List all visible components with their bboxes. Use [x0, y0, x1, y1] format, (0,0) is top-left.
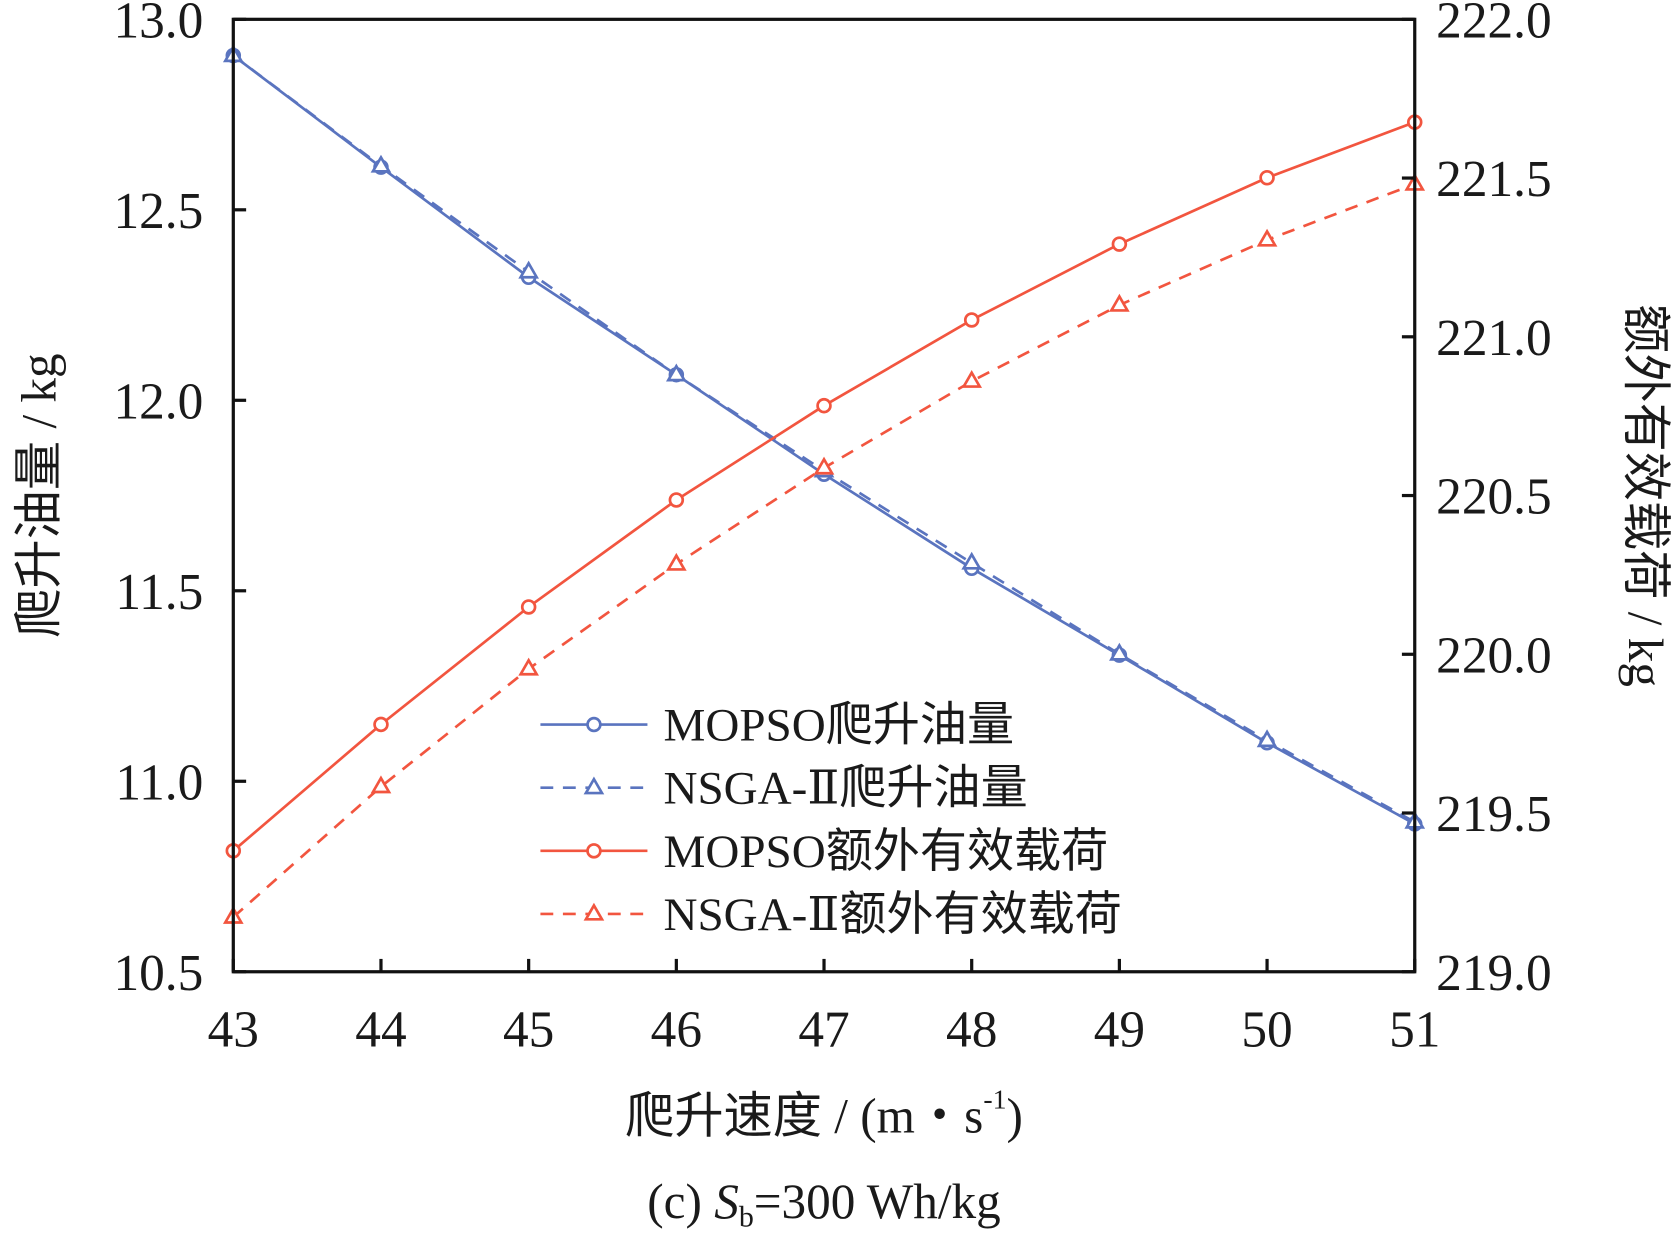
y-left-tick-label: 10.5 [113, 945, 203, 1002]
series-2 [225, 114, 1423, 859]
data-point [1259, 169, 1275, 186]
legend-marker [586, 843, 602, 859]
y-right-label: 额外有效载荷 / kg [1618, 304, 1673, 687]
series-3 [222, 172, 1426, 924]
x-tick-label: 49 [1094, 1002, 1145, 1059]
x-tick-label: 45 [503, 1002, 554, 1059]
data-point [961, 370, 983, 388]
x-label-end: ) [1007, 1088, 1023, 1143]
y-left-tick-label: 13.0 [113, 0, 203, 50]
y-right-tick-label: 220.0 [1436, 627, 1552, 684]
caption-sub: b [739, 1200, 754, 1233]
x-tick-label: 46 [651, 1002, 702, 1059]
legend-item: NSGA-Ⅱ爬升油量 [540, 763, 1028, 815]
x-tick-label: 43 [208, 1002, 259, 1059]
x-label-main: 爬升速度 / (m・s [625, 1088, 983, 1143]
y-left-tick-label: 12.0 [113, 373, 203, 430]
data-point [518, 657, 539, 676]
legend-item: NSGA-Ⅱ额外有效载荷 [540, 889, 1122, 941]
y-right-tick-label: 222.0 [1436, 0, 1552, 50]
y-left-tick-label: 11.0 [115, 754, 203, 811]
x-label-sup: -1 [983, 1085, 1006, 1116]
caption-rest: =300 Wh/kg [754, 1174, 1001, 1229]
y-right-tick-label: 221.5 [1436, 151, 1552, 208]
data-point [668, 492, 685, 508]
legend-item: MOPSO爬升油量 [540, 700, 1014, 752]
legend-item: MOPSO额外有效载荷 [540, 826, 1108, 878]
legend: MOPSO爬升油量 NSGA-Ⅱ爬升油量 MOPSO额外有效载荷 NSGA-Ⅱ额外有效… [540, 700, 1122, 941]
data-point [370, 775, 392, 794]
caption-prefix: (c) [647, 1174, 714, 1229]
caption-var: S [714, 1174, 739, 1229]
y-left-tick-label: 11.5 [115, 564, 203, 621]
x-tick-label: 51 [1389, 1002, 1440, 1059]
x-tick-label: 47 [798, 1002, 849, 1059]
x-tick-label: 44 [355, 1002, 406, 1059]
data-point [518, 260, 539, 279]
data-point [1109, 293, 1130, 312]
data-point [963, 312, 980, 328]
data-point [1256, 228, 1278, 247]
data-point [370, 154, 392, 173]
data-point [816, 397, 832, 414]
legend-label: NSGA-Ⅱ额外有效载荷 [663, 889, 1121, 941]
data-point [1109, 642, 1130, 661]
x-label: 爬升速度 / (m・s-1) [625, 1085, 1023, 1144]
legend-label: NSGA-Ⅱ爬升油量 [663, 763, 1027, 815]
data-point [665, 552, 687, 571]
legend-marker [586, 716, 602, 733]
legend-label: MOPSO额外有效载荷 [663, 826, 1108, 878]
data-point [813, 456, 835, 475]
caption: (c) Sb=300 Wh/kg [647, 1174, 1000, 1234]
y-left-label: 爬升油量 / kg [12, 353, 67, 637]
y-left-tick-label: 12.5 [113, 183, 203, 240]
x-tick-label: 48 [946, 1002, 997, 1059]
data-point [1256, 729, 1278, 748]
y-right-tick-label: 219.0 [1436, 945, 1552, 1002]
x-tick-label: 50 [1241, 1002, 1292, 1059]
legend-marker [583, 776, 605, 795]
data-point [520, 599, 537, 615]
data-point [961, 551, 983, 570]
data-point [373, 716, 389, 733]
data-point [1111, 236, 1128, 252]
legend-label: MOPSO爬升油量 [663, 700, 1014, 752]
y-right-tick-label: 219.5 [1436, 786, 1552, 843]
y-right-tick-label: 221.0 [1436, 310, 1552, 367]
y-right-tick-label: 220.5 [1436, 469, 1552, 526]
legend-marker [583, 902, 605, 921]
data-point [665, 363, 687, 382]
